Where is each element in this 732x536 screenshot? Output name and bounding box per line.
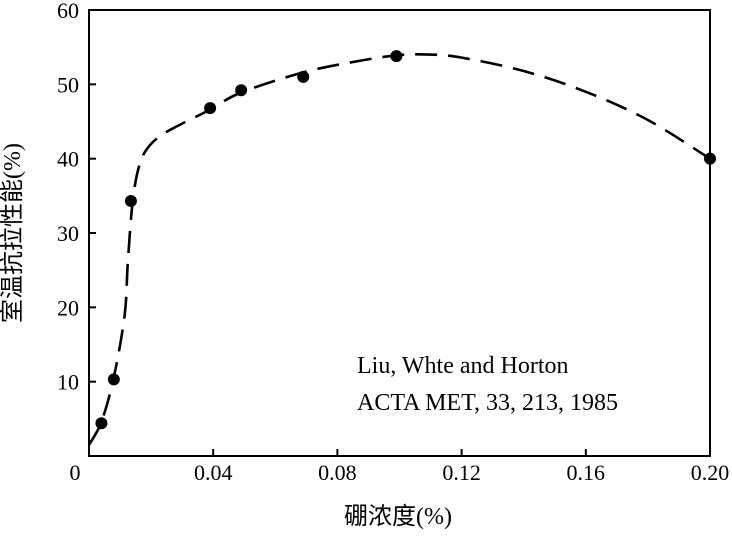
data-point bbox=[235, 84, 248, 97]
axis-ticks: 0.04 0.08 0.12 0.16 0.20 10 20 30 40 50 60 bbox=[57, 0, 729, 485]
y-tick-label: 30 bbox=[57, 221, 79, 246]
x-tick-label: 0.16 bbox=[567, 460, 606, 485]
annotation-line-1: Liu, Whte and Horton bbox=[357, 353, 569, 379]
x-tick-label: 0.20 bbox=[691, 460, 730, 485]
y-tick-label: 50 bbox=[57, 72, 79, 97]
data-point bbox=[204, 102, 217, 115]
data-point bbox=[107, 373, 120, 386]
data-points bbox=[95, 50, 716, 430]
origin-label: 0 bbox=[70, 460, 81, 485]
x-tick-label: 0.12 bbox=[442, 460, 481, 485]
data-point bbox=[95, 417, 108, 430]
data-point bbox=[124, 195, 137, 208]
x-tick-label: 0.04 bbox=[194, 460, 233, 485]
annotation-line-2: ACTA MET, 33, 213, 1985 bbox=[357, 390, 618, 416]
y-tick-label: 20 bbox=[57, 295, 79, 320]
fitted-curve-group bbox=[87, 53, 711, 446]
y-tick-label: 10 bbox=[57, 370, 79, 395]
data-point bbox=[297, 70, 310, 83]
y-tick-label: 60 bbox=[57, 0, 79, 23]
data-point bbox=[390, 50, 403, 63]
x-tick-label: 0.08 bbox=[318, 460, 357, 485]
y-axis-title: 室温抗拉性能(%) bbox=[0, 143, 26, 323]
y-tick-label: 40 bbox=[57, 147, 79, 172]
x-axis-title: 硼浓度(%) bbox=[344, 503, 452, 530]
fitted-curve bbox=[87, 53, 711, 446]
data-point bbox=[704, 152, 716, 165]
